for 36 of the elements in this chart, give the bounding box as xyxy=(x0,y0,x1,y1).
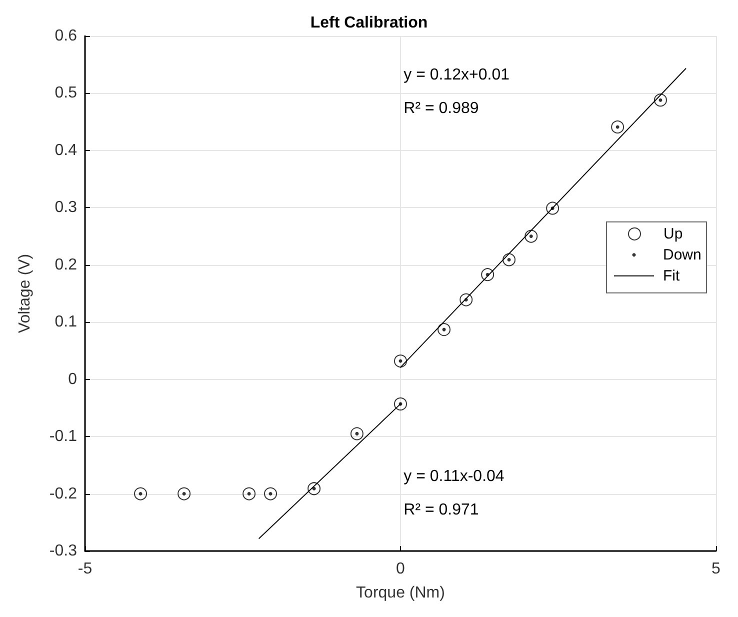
point xyxy=(242,487,256,500)
point xyxy=(611,120,624,134)
x-tick-label: -5 xyxy=(78,560,92,578)
point xyxy=(502,253,516,266)
y-tick-label: 0.6 xyxy=(54,28,78,44)
y-tick-label: 0.5 xyxy=(54,84,78,102)
y-tick-label: 0.1 xyxy=(54,314,78,331)
y-tick-label: -0.2 xyxy=(49,485,78,502)
x-tick-label: 5 xyxy=(712,560,721,578)
chart-title: Left Calibration xyxy=(310,14,428,32)
legend-label: Down xyxy=(663,246,702,264)
y-tick-label: -0.1 xyxy=(49,428,78,446)
point xyxy=(134,487,148,500)
point xyxy=(524,230,538,243)
point xyxy=(654,94,667,107)
annotation: R² = 0.971 xyxy=(404,502,479,519)
point xyxy=(481,268,494,282)
x-axis-title: Torque (Nm) xyxy=(356,584,445,602)
y-tick-label: 0.4 xyxy=(54,142,78,159)
point xyxy=(438,323,451,336)
legend-label: Fit xyxy=(663,267,680,284)
x-tick-label: 0 xyxy=(396,560,406,578)
point xyxy=(394,354,407,368)
y-axis-title: Voltage (V) xyxy=(16,254,34,334)
point xyxy=(350,427,364,440)
y-tick-label: 0.3 xyxy=(54,199,78,216)
point xyxy=(546,202,560,215)
legend-label: Up xyxy=(664,225,683,242)
point xyxy=(264,487,278,500)
point xyxy=(308,482,321,496)
annotation: y = 0.11x-0.04 xyxy=(404,468,504,486)
y-tick-label: 0.2 xyxy=(54,256,78,274)
y-tick-label: 0 xyxy=(68,370,78,388)
y-tick-label: -0.3 xyxy=(49,542,78,560)
annotation: R² = 0.989 xyxy=(404,100,479,117)
annotation: y = 0.12x+0.01 xyxy=(404,66,510,84)
